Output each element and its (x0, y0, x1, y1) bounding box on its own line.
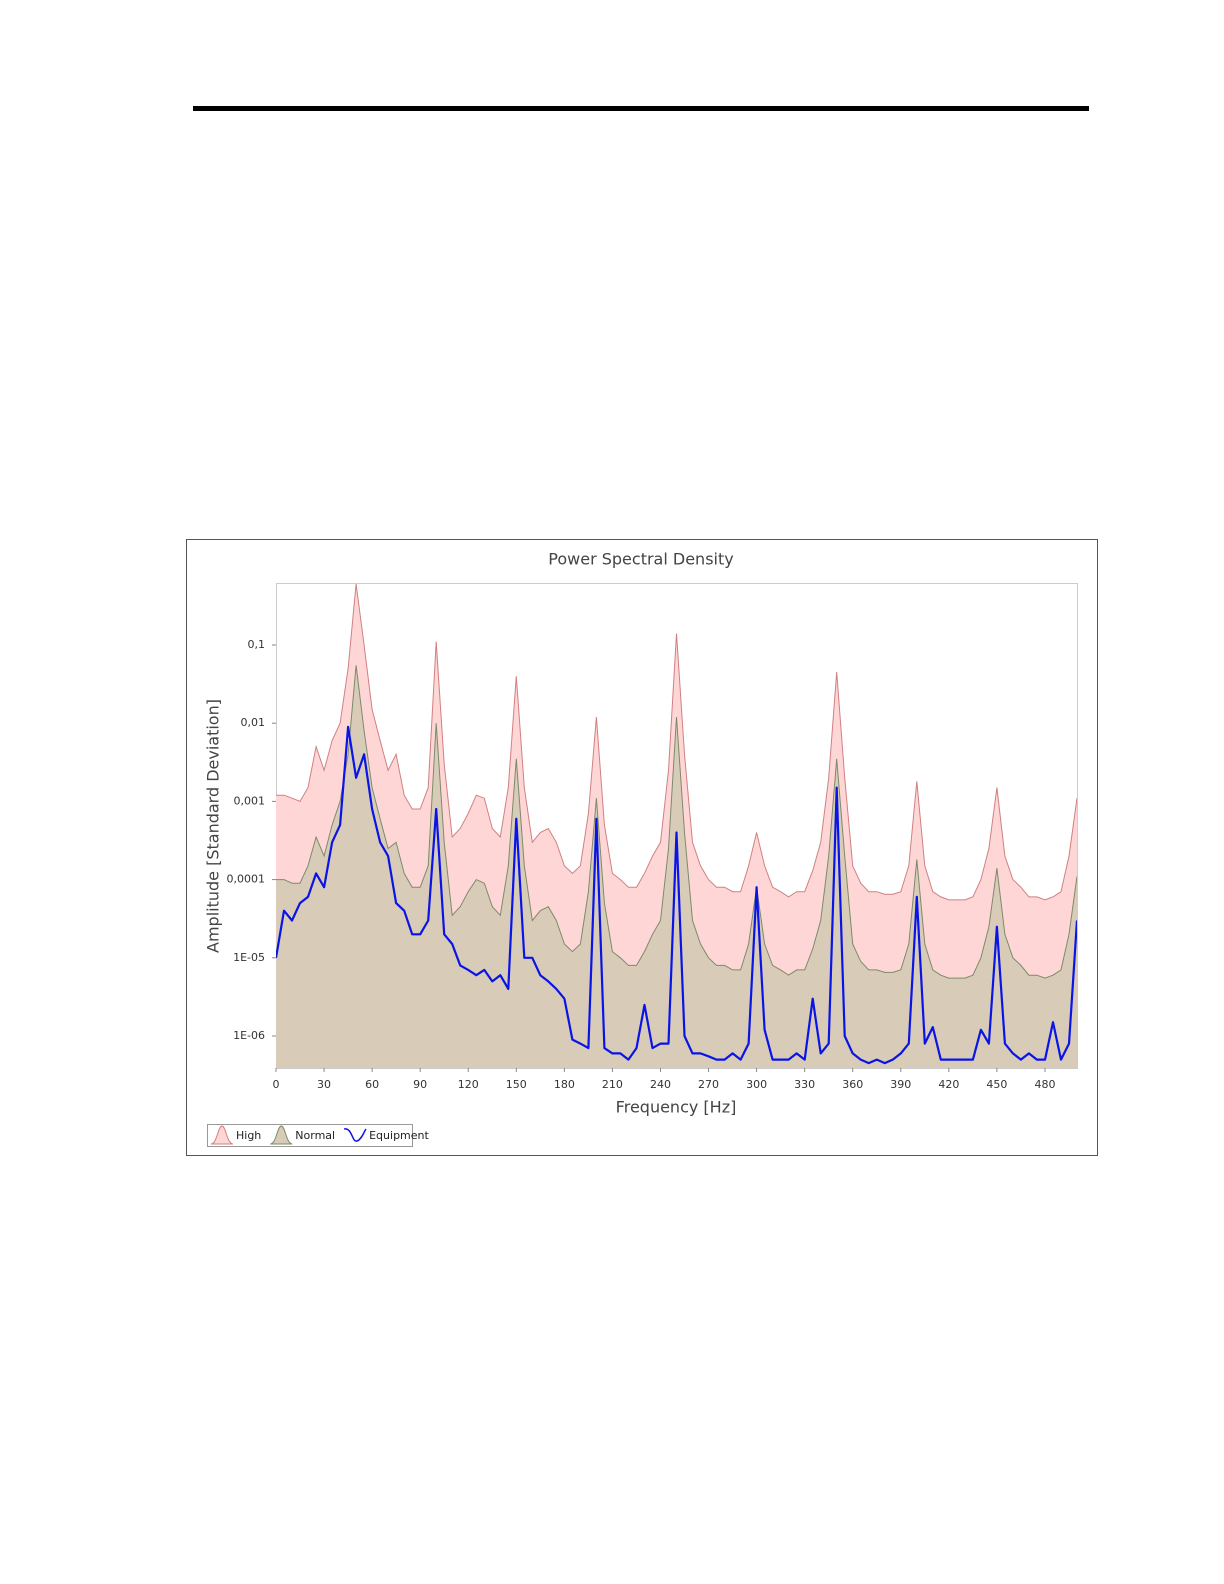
x-tick-label: 300 (746, 1078, 767, 1091)
x-tick-label: 90 (413, 1078, 427, 1091)
y-tick-label: 0,0001 (227, 873, 266, 886)
x-tick-label: 240 (650, 1078, 671, 1091)
x-tick-label: 450 (986, 1078, 1007, 1091)
y-tick-label: 1E-05 (233, 951, 265, 964)
legend-label: Equipment (369, 1129, 429, 1142)
plot-area: 1E-06 1E-05 0,0001 0,001 0,01 0,1 0 30 60 90 120 15… (227, 583, 1078, 1091)
area-outline (276, 665, 1077, 979)
y-axis-label: Amplitude [Standard Deviation] (204, 699, 223, 953)
x-tick-label: 390 (890, 1078, 911, 1091)
x-axis-label: Frequency [Hz] (616, 1098, 737, 1117)
y-tick-label: 0,1 (248, 638, 266, 651)
x-tick-label: 120 (458, 1078, 479, 1091)
y-tick-label: 0,001 (234, 794, 266, 807)
x-tick-label: 270 (698, 1078, 719, 1091)
x-tick-label: 420 (938, 1078, 959, 1091)
legend-swatch (270, 1125, 293, 1145)
chart-title: Power Spectral Density (548, 550, 733, 569)
series-layer (276, 584, 1077, 1068)
x-tick-label: 0 (273, 1078, 280, 1091)
legend-swatch (210, 1125, 234, 1145)
legend: High Normal Equipment (210, 1125, 430, 1145)
x-tick-label: 210 (602, 1078, 623, 1091)
legend-box (207, 1124, 413, 1147)
y-tick-label: 1E-06 (233, 1029, 265, 1042)
y-tick-label: 0,01 (241, 716, 266, 729)
legend-label: Normal (295, 1129, 335, 1142)
x-tick-label: 360 (842, 1078, 863, 1091)
x-tick-label: 480 (1034, 1078, 1055, 1091)
area-outline (276, 584, 1077, 901)
legend-label: High (236, 1129, 261, 1142)
line (276, 725, 1077, 1065)
x-tick-label: 30 (317, 1078, 331, 1091)
x-tick-label: 60 (365, 1078, 379, 1091)
legend-swatch (343, 1128, 367, 1142)
x-tick-label: 180 (554, 1078, 575, 1091)
x-tick-label: 150 (506, 1078, 527, 1091)
x-tick-label: 330 (794, 1078, 815, 1091)
area-fill (276, 665, 1077, 1068)
header-rule (193, 106, 1089, 111)
